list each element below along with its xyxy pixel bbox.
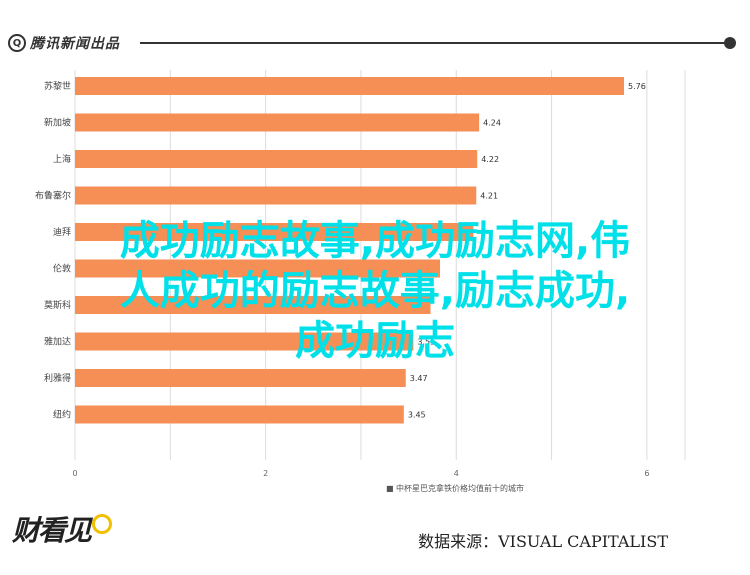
chart-x-ticks: 0 2 4 6	[72, 469, 649, 478]
tencent-news-logo: Q 腾讯新闻出品	[8, 33, 120, 53]
value-label: 3.55	[417, 338, 435, 347]
overlay-title: 成功励志故事,成功励志网,伟 人成功的励志故事,励志成功, 成功励志	[119, 218, 631, 364]
bar	[75, 186, 477, 205]
category-label: 雅加达	[44, 336, 71, 348]
bar	[75, 405, 404, 424]
chart-source-note: ■ 中杯星巴克拿铁价格均值前十的城市	[386, 483, 524, 493]
chart-bars	[75, 77, 624, 424]
bar	[75, 77, 624, 95]
x-tick-label: 4	[454, 469, 459, 478]
chart-value-labels: 5.76 4.24 4.22 4.21 3.55 3.47 3.45	[408, 82, 646, 420]
x-tick-label: 0	[72, 469, 77, 478]
bar	[75, 223, 474, 241]
header-divider	[140, 42, 725, 44]
value-label: 3.45	[408, 411, 426, 420]
bar	[75, 332, 414, 351]
x-tick-label: 2	[263, 469, 268, 478]
footer-brand-logo: 财看见	[12, 509, 113, 549]
value-label: 4.21	[480, 192, 498, 201]
category-label: 上海	[53, 153, 71, 165]
bar	[75, 296, 431, 314]
category-label: 苏黎世	[44, 80, 71, 92]
value-label: 4.22	[481, 155, 499, 164]
value-label: 5.76	[628, 82, 646, 91]
logo-circle-icon: Q	[8, 34, 26, 52]
category-label: 伦敦	[53, 263, 71, 275]
bar	[75, 150, 478, 168]
x-tick-label: 6	[644, 469, 649, 478]
category-label: 布鲁塞尔	[35, 190, 71, 202]
header-logo-text: 腾讯新闻出品	[30, 36, 120, 52]
category-label: 迪拜	[53, 226, 71, 238]
logo-ring-icon	[92, 514, 113, 534]
data-source-credit: 数据来源：VISUAL CAPITALIST	[418, 532, 668, 551]
category-label: 新加坡	[44, 117, 71, 129]
bar	[75, 113, 480, 132]
value-label: 4.24	[483, 119, 501, 128]
category-label: 莫斯科	[44, 299, 71, 311]
chart-grid	[74, 70, 686, 460]
bar	[75, 369, 406, 387]
value-label: 3.47	[410, 374, 428, 383]
category-label: 纽约	[53, 409, 71, 421]
footer-logo-text: 财看见	[12, 514, 92, 547]
bar	[75, 259, 441, 278]
category-label: 利雅得	[44, 372, 71, 384]
header-divider-dot	[724, 37, 736, 49]
